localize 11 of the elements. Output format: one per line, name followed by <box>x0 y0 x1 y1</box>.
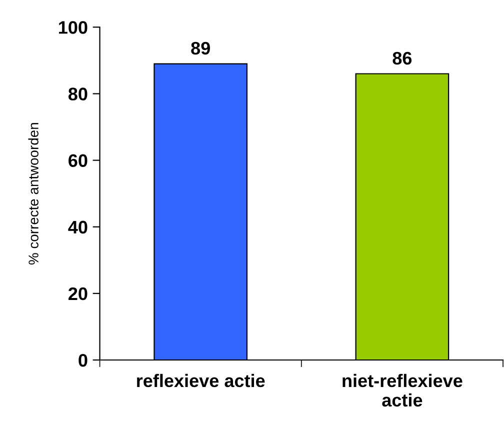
y-axis-title: % correcte antwoorden <box>28 123 38 264</box>
y-tick-label: 40 <box>68 220 88 234</box>
y-tick-label: 100 <box>59 21 88 34</box>
x-tick-label: niet-reflexieve actie <box>342 374 462 407</box>
x-tick-label: reflexieve actie <box>137 374 265 388</box>
y-tick-label: 60 <box>68 154 88 168</box>
data-label: 89 <box>191 42 210 55</box>
y-tick-label: 0 <box>78 354 88 367</box>
data-label: 86 <box>392 52 412 65</box>
y-tick-label: 20 <box>68 287 88 300</box>
y-tick-label: 80 <box>68 88 88 100</box>
